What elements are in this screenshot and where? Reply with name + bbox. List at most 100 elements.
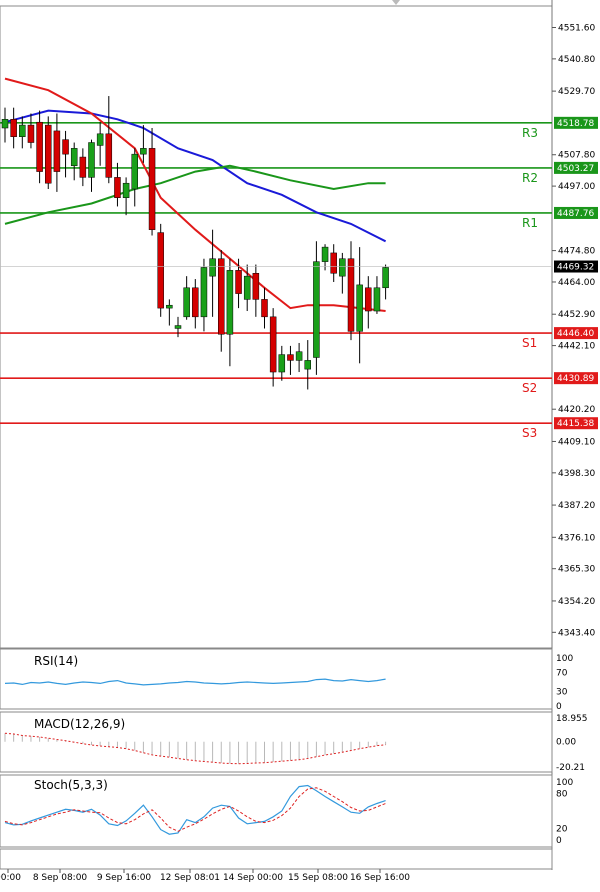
bottom-panel-frame xyxy=(0,848,553,870)
candle-body xyxy=(166,304,173,309)
candle-body xyxy=(226,270,234,335)
price-tick-label: 4464.00 xyxy=(558,278,595,288)
candle-body xyxy=(304,360,311,370)
candle-body xyxy=(261,299,268,318)
candle-body xyxy=(53,130,61,172)
candle-body xyxy=(252,273,260,300)
rsi-line xyxy=(4,678,386,686)
top-marker-icon xyxy=(392,0,400,5)
candle-body xyxy=(313,261,320,358)
level-value-box-r2 xyxy=(554,161,598,174)
candle-body xyxy=(278,354,286,373)
candle-body xyxy=(183,287,190,318)
stoch-tick-label: 20 xyxy=(556,824,568,834)
candle-body xyxy=(36,121,43,172)
candle-body xyxy=(140,148,147,155)
candle-body xyxy=(105,133,113,178)
rsi-panel-frame xyxy=(0,648,553,710)
level-label-s1: S1 xyxy=(522,336,537,350)
level-value-box-s3 xyxy=(554,417,598,430)
candle-body xyxy=(295,351,303,361)
ma-mid-line xyxy=(4,164,386,225)
ma-slow-line xyxy=(4,109,387,243)
stoch-tick-label: 80 xyxy=(556,790,568,800)
candle-body xyxy=(218,258,225,335)
candle-body xyxy=(96,133,104,146)
price-tick-label: 4452.90 xyxy=(558,310,595,320)
candle-body xyxy=(174,325,182,329)
candle-body xyxy=(27,124,35,143)
candle-body xyxy=(88,142,95,178)
rsi-tick-label: 30 xyxy=(556,688,568,698)
candle-body xyxy=(79,156,87,178)
stoch-tick-label: 100 xyxy=(556,778,573,788)
price-tick-label: 4420.20 xyxy=(558,405,595,415)
x-tick-label: 14 Sep 00:00 xyxy=(223,873,283,883)
level-label-r2: R2 xyxy=(522,171,538,185)
rsi-tick-label: 0 xyxy=(556,702,562,712)
candle-body xyxy=(114,177,121,198)
candle-body xyxy=(321,246,329,262)
candle-body xyxy=(287,354,294,361)
level-value-s1: 4446.40 xyxy=(557,329,594,339)
price-tick-label: 4497.00 xyxy=(558,182,595,192)
candle-body xyxy=(356,284,363,332)
price-tick-label: 4343.40 xyxy=(558,628,595,638)
candle-body xyxy=(209,258,216,277)
level-value-r2: 4503.27 xyxy=(557,164,594,174)
price-tick-label: 4376.10 xyxy=(558,533,595,543)
level-label-r1: R1 xyxy=(522,216,538,230)
price-tick-label: 4529.70 xyxy=(558,87,595,97)
candle-body xyxy=(10,119,17,137)
macd-signal-line xyxy=(4,732,386,765)
macd-tick-label: -20.21 xyxy=(556,763,585,773)
stoch-k-line xyxy=(4,784,386,835)
macd-tick-label: 18.955 xyxy=(556,714,588,724)
candle-body xyxy=(373,287,381,312)
rsi-tick-label: 70 xyxy=(556,668,568,678)
rsi-tick-label: 100 xyxy=(556,654,573,664)
candle-body xyxy=(1,119,9,129)
candle-body xyxy=(339,258,346,277)
level-label-s3: S3 xyxy=(522,426,537,440)
stoch-title: Stoch(5,3,3) xyxy=(34,778,108,792)
x-tick-label: 12 Sep 08:01 xyxy=(160,873,220,883)
candle-body xyxy=(200,267,208,318)
price-tick-label: 4354.20 xyxy=(558,597,595,607)
level-label-r3: R3 xyxy=(522,126,538,140)
candle-body xyxy=(365,287,372,312)
candle-body xyxy=(131,153,138,190)
candle-body xyxy=(235,270,242,294)
price-tick-label: 4507.80 xyxy=(558,151,595,161)
x-tick-label: 16 Sep 16:00 xyxy=(350,873,410,883)
level-value-r3: 4518.78 xyxy=(557,119,594,129)
price-tick-label: 4551.60 xyxy=(558,23,595,33)
level-value-box-s1 xyxy=(554,327,598,340)
candle-body xyxy=(19,124,26,137)
candle-body xyxy=(382,267,389,289)
ma-fast-line xyxy=(4,77,386,312)
last-price-label: 4469.32 xyxy=(557,263,594,273)
macd-tick-label: 0.00 xyxy=(556,738,576,748)
price-tick-label: 4365.30 xyxy=(558,565,595,575)
price-tick-label: 4540.80 xyxy=(558,55,595,65)
candle-body xyxy=(330,252,337,274)
candle-body xyxy=(269,316,277,373)
price-tick-label: 4442.10 xyxy=(558,342,595,352)
x-tick-label: 00:00 xyxy=(0,873,21,883)
last-price-box xyxy=(554,260,598,273)
candle-body xyxy=(122,182,130,198)
price-tick-label: 4398.30 xyxy=(558,469,595,479)
stoch-tick-label: 0 xyxy=(556,836,562,846)
candle-body xyxy=(192,287,199,318)
x-tick-label: 8 Sep 08:00 xyxy=(33,873,88,883)
candle-body xyxy=(243,275,251,300)
macd-panel-frame xyxy=(0,711,553,773)
candle-body xyxy=(70,148,78,167)
level-value-box-r1 xyxy=(554,206,598,219)
rsi-title: RSI(14) xyxy=(34,654,78,668)
candle-body xyxy=(157,232,164,309)
price-tick-label: 4474.80 xyxy=(558,247,595,257)
